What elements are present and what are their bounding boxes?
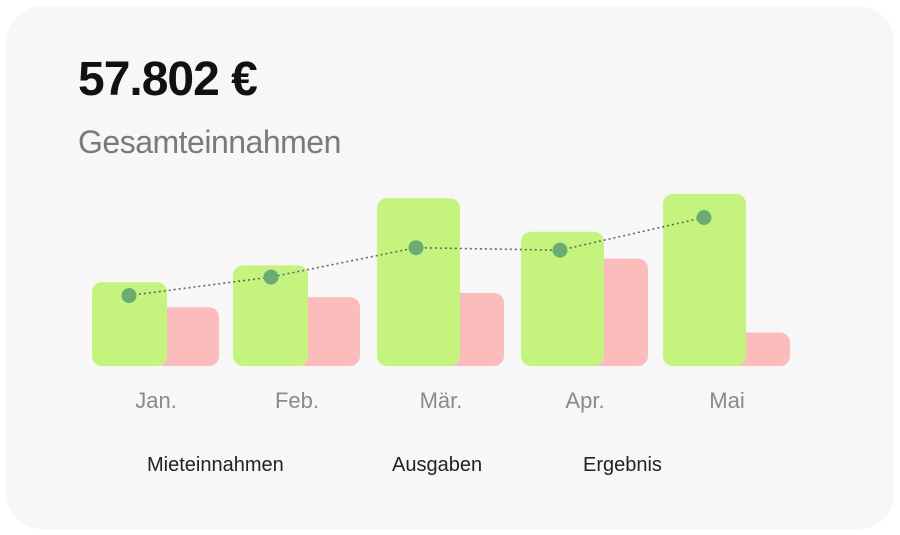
bar-mieteinnahmen-3 [521, 231, 604, 366]
x-tick-label: Mär. [420, 388, 463, 413]
ergebnis-point-4 [696, 209, 712, 225]
legend-item-ausgaben: Ausgaben [392, 454, 483, 476]
bar-ausgaben-1 [295, 297, 360, 366]
legend-item-mieteinnahmen: Mieteinnahmen [147, 454, 284, 476]
ergebnis-point-3 [552, 242, 568, 258]
legend-item-ergebnis: Ergebnis [583, 454, 662, 476]
x-tick-label: Feb. [275, 388, 319, 413]
total-label: Gesamteinnahmen [78, 124, 341, 160]
result-line-group [121, 209, 712, 304]
x-tick-label: Mai [709, 388, 744, 413]
bar-mieteinnahmen-0 [92, 282, 167, 366]
bar-mieteinnahmen-1 [233, 265, 308, 366]
ergebnis-point-0 [121, 288, 137, 304]
x-axis-ticks: Jan. Feb. Mär. Apr. Mai [135, 388, 745, 413]
x-tick-label: Jan. [135, 388, 177, 413]
ergebnis-point-1 [263, 269, 279, 285]
ergebnis-point-2 [408, 240, 424, 256]
bar-ausgaben-0 [154, 307, 219, 366]
bar-group [92, 194, 790, 366]
x-tick-label: Apr. [565, 388, 604, 413]
total-value: 57.802 € [78, 53, 258, 106]
bar-mieteinnahmen-2 [377, 198, 460, 366]
bar-mieteinnahmen-4 [663, 194, 746, 366]
